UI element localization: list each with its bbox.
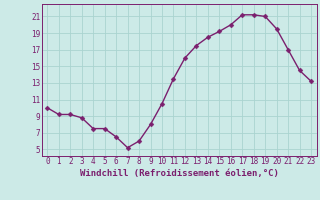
- X-axis label: Windchill (Refroidissement éolien,°C): Windchill (Refroidissement éolien,°C): [80, 169, 279, 178]
